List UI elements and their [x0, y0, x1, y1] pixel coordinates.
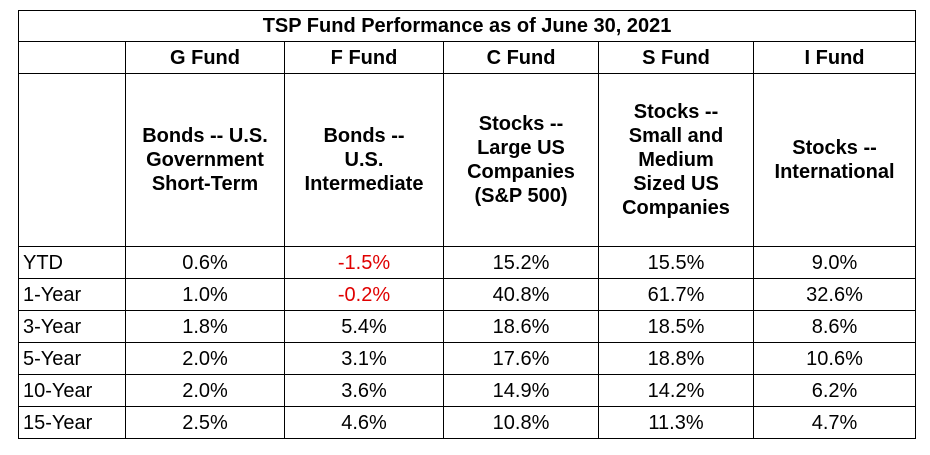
- description-i-text: Stocks -- International: [774, 137, 895, 183]
- description-f-text: Bonds -- U.S. Intermediate: [304, 125, 424, 195]
- return-cell-s: 14.2%: [598, 374, 754, 407]
- return-cell-i: 32.6%: [752, 278, 917, 311]
- return-cell-c: 10.8%: [443, 406, 599, 439]
- fund-header-g: G Fund: [125, 41, 285, 74]
- return-cell-i: 6.2%: [752, 374, 917, 407]
- return-cell-i: 4.7%: [752, 406, 917, 439]
- table-row: 5-Year 2.0% 3.1% 17.6% 18.8% 10.6%: [18, 342, 917, 375]
- description-i: Stocks -- International: [752, 73, 917, 247]
- fund-header-s: S Fund: [598, 41, 754, 74]
- return-cell-g: 0.6%: [125, 246, 285, 279]
- period-label: 3-Year: [18, 310, 126, 343]
- return-cell-c: 40.8%: [443, 278, 599, 311]
- description-c: Stocks -- Large US Companies (S&P 500): [443, 73, 599, 247]
- fund-header-i: I Fund: [752, 41, 917, 74]
- empty-description-cell: [18, 73, 126, 247]
- empty-corner-cell: [18, 41, 126, 74]
- description-c-text: Stocks -- Large US Companies (S&P 500): [467, 113, 575, 207]
- period-label: YTD: [18, 246, 126, 279]
- return-cell-s: 61.7%: [598, 278, 754, 311]
- description-g: Bonds -- U.S. Government Short-Term: [125, 73, 285, 247]
- fund-header-f: F Fund: [284, 41, 444, 74]
- tsp-performance-table: TSP Fund Performance as of June 30, 2021…: [17, 10, 917, 439]
- return-cell-s: 15.5%: [598, 246, 754, 279]
- title-row: TSP Fund Performance as of June 30, 2021: [17, 10, 917, 42]
- description-s-text: Stocks -- Small and Medium Sized US Comp…: [622, 101, 730, 219]
- return-cell-f: 3.1%: [284, 342, 444, 375]
- table-row: YTD 0.6% -1.5% 15.2% 15.5% 9.0%: [18, 246, 917, 279]
- period-label: 1-Year: [18, 278, 126, 311]
- data-body: YTD 0.6% -1.5% 15.2% 15.5% 9.0% 1-Year 1.0% -0.2…: [18, 246, 917, 439]
- period-label: 15-Year: [18, 406, 126, 439]
- return-cell-g: 2.5%: [125, 406, 285, 439]
- return-cell-s: 11.3%: [598, 406, 754, 439]
- return-cell-c: 18.6%: [443, 310, 599, 343]
- return-cell-f: 5.4%: [284, 310, 444, 343]
- return-cell-g: 2.0%: [125, 342, 285, 375]
- return-cell-c: 15.2%: [443, 246, 599, 279]
- return-cell-f: 3.6%: [284, 374, 444, 407]
- table-row: 15-Year 2.5% 4.6% 10.8% 11.3% 4.7%: [18, 406, 917, 439]
- return-cell-i: 8.6%: [752, 310, 917, 343]
- return-cell-c: 14.9%: [443, 374, 599, 407]
- description-s: Stocks -- Small and Medium Sized US Comp…: [598, 73, 754, 247]
- return-cell-i: 9.0%: [752, 246, 917, 279]
- return-cell-c: 17.6%: [443, 342, 599, 375]
- table-row: 3-Year 1.8% 5.4% 18.6% 18.5% 8.6%: [18, 310, 917, 343]
- table-row: 1-Year 1.0% -0.2% 40.8% 61.7% 32.6%: [18, 278, 917, 311]
- period-label: 10-Year: [18, 374, 126, 407]
- return-cell-f: -1.5%: [284, 246, 444, 279]
- return-cell-s: 18.8%: [598, 342, 754, 375]
- fund-header-c: C Fund: [443, 41, 599, 74]
- fund-header-row: G Fund F Fund C Fund S Fund I Fund: [18, 41, 917, 74]
- table-title: TSP Fund Performance as of June 30, 2021: [17, 10, 917, 42]
- return-cell-i: 10.6%: [752, 342, 917, 375]
- return-cell-f: 4.6%: [284, 406, 444, 439]
- period-label: 5-Year: [18, 342, 126, 375]
- description-f: Bonds -- U.S. Intermediate: [284, 73, 444, 247]
- return-cell-g: 2.0%: [125, 374, 285, 407]
- return-cell-s: 18.5%: [598, 310, 754, 343]
- return-cell-g: 1.0%: [125, 278, 285, 311]
- table-row: 10-Year 2.0% 3.6% 14.9% 14.2% 6.2%: [18, 374, 917, 407]
- description-g-text: Bonds -- U.S. Government Short-Term: [142, 125, 268, 195]
- return-cell-f: -0.2%: [284, 278, 444, 311]
- return-cell-g: 1.8%: [125, 310, 285, 343]
- description-row: Bonds -- U.S. Government Short-Term Bond…: [18, 73, 917, 247]
